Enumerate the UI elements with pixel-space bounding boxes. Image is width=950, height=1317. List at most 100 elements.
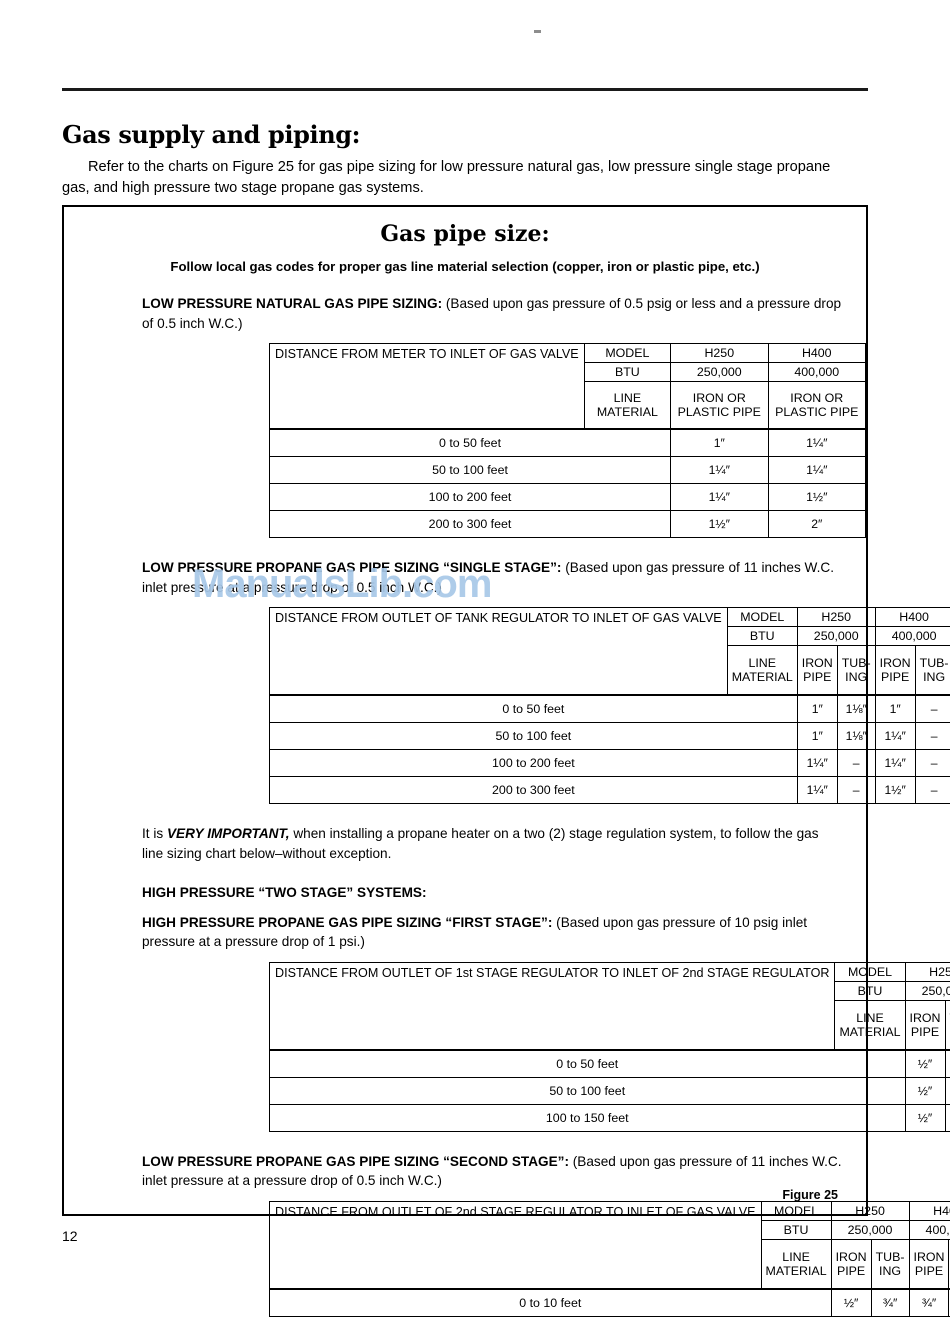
table-row: 0 to 50 feet ½″ ½″ ½″ ½″	[270, 1050, 950, 1078]
value-cell: ½″	[831, 1289, 871, 1317]
btu-h250: 250,000	[671, 363, 768, 382]
model-h250: H250	[831, 1201, 909, 1220]
value-cell: –	[915, 723, 950, 750]
table-row: 0 to 50 feet 1″ 1⅛″ 1″ –	[270, 695, 950, 723]
table-second-stage: DISTANCE FROM OUTLET OF 2nd STAGE REGULA…	[269, 1201, 950, 1317]
value-cell: –	[915, 777, 950, 804]
table-wrap-2: DISTANCE FROM OUTLET OF TANK REGULATOR T…	[64, 607, 866, 804]
model-h400: H400	[768, 344, 865, 363]
model-h250: H250	[671, 344, 768, 363]
value-cell: 1¼″	[671, 457, 768, 484]
label-btu: BTU	[584, 363, 670, 382]
model-h250: H250	[797, 608, 875, 627]
value-cell: 1¼″	[671, 484, 768, 511]
table-row: 200 to 300 feet 1¼″ – 1½″ –	[270, 777, 950, 804]
figure-subtitle: Follow local gas codes for proper gas li…	[64, 259, 866, 274]
material-tubing-h250: TUB-ING	[871, 1239, 909, 1289]
material-tubing-h250: TUB-ING	[945, 1000, 950, 1050]
label-btu: BTU	[727, 627, 797, 646]
model-h400: H400	[909, 1201, 950, 1220]
table-row: 0 to 10 feet ½″ ¾″ ¾″ ⅝″	[270, 1289, 950, 1317]
distance-header-cell: DISTANCE FROM OUTLET OF 1st STAGE REGULA…	[270, 962, 835, 1050]
value-cell: ½″	[905, 1104, 945, 1131]
value-cell: 1¼″	[875, 750, 915, 777]
section-4-heading: HIGH PRESSURE PROPANE GAS PIPE SIZING “F…	[142, 915, 552, 930]
value-cell: 1½″	[768, 484, 865, 511]
value-cell: –	[837, 750, 875, 777]
distance-0-50: 0 to 50 feet	[270, 429, 671, 457]
distance-header-cell: DISTANCE FROM OUTLET OF TANK REGULATOR T…	[270, 608, 728, 696]
stray-scan-mark	[534, 30, 541, 33]
value-cell: 1¼″	[797, 750, 837, 777]
table-wrap-3: DISTANCE FROM OUTLET OF 1st STAGE REGULA…	[64, 962, 866, 1132]
material-tubing-h250: TUB-ING	[837, 646, 875, 696]
table-row: 200 to 300 feet 1½″ 2″	[270, 511, 866, 538]
value-cell: 1¼″	[768, 429, 865, 457]
distance-0-50: 0 to 50 feet	[270, 695, 798, 723]
label-model: MODEL	[761, 1201, 831, 1220]
distance-header-cell: DISTANCE FROM OUTLET OF 2nd STAGE REGULA…	[270, 1201, 762, 1289]
section-heading-second-stage: LOW PRESSURE PROPANE GAS PIPE SIZING “SE…	[142, 1152, 842, 1191]
table-wrap-1: DISTANCE FROM METER TO INLET OF GAS VALV…	[64, 343, 866, 538]
important-lead: It is	[142, 826, 167, 841]
section-heading-natural-gas: LOW PRESSURE NATURAL GAS PIPE SIZING: (B…	[142, 294, 842, 333]
label-model: MODEL	[727, 608, 797, 627]
value-cell: 1½″	[875, 777, 915, 804]
value-cell: 1⅛″	[837, 723, 875, 750]
table-first-stage: DISTANCE FROM OUTLET OF 1st STAGE REGULA…	[269, 962, 950, 1132]
value-cell: 1¼″	[768, 457, 865, 484]
btu-h250: 250,000	[905, 981, 950, 1000]
distance-0-10: 0 to 10 feet	[270, 1289, 832, 1317]
section-2-heading: LOW PRESSURE PROPANE GAS PIPE SIZING “SI…	[142, 560, 561, 575]
section-1-heading: LOW PRESSURE NATURAL GAS PIPE SIZING:	[142, 296, 442, 311]
section-5-heading: LOW PRESSURE PROPANE GAS PIPE SIZING “SE…	[142, 1154, 569, 1169]
table-row: DISTANCE FROM OUTLET OF TANK REGULATOR T…	[270, 608, 950, 627]
value-cell: –	[915, 750, 950, 777]
table-propane-single-stage: DISTANCE FROM OUTLET OF TANK REGULATOR T…	[269, 607, 950, 804]
value-cell: –	[915, 695, 950, 723]
material-tubing-h400: TUB-ING	[915, 646, 950, 696]
value-cell: 1″	[797, 723, 837, 750]
distance-200-300: 200 to 300 feet	[270, 777, 798, 804]
table-wrap-4: DISTANCE FROM OUTLET OF 2nd STAGE REGULA…	[64, 1201, 866, 1317]
section-3-heading: HIGH PRESSURE “TWO STAGE” SYSTEMS:	[142, 885, 427, 900]
value-cell: 1″	[797, 695, 837, 723]
distance-100-200: 100 to 200 feet	[270, 750, 798, 777]
value-cell: –	[837, 777, 875, 804]
distance-50-100: 50 to 100 feet	[270, 457, 671, 484]
value-cell: ½″	[945, 1104, 950, 1131]
value-cell: 1½″	[671, 511, 768, 538]
table-row: 100 to 150 feet ½″ ½″ ½″ ⅝″	[270, 1104, 950, 1131]
table-row: 50 to 100 feet ½″ ½″ ½″ ⅝″	[270, 1077, 950, 1104]
section-heading-two-stage: HIGH PRESSURE “TWO STAGE” SYSTEMS:	[142, 883, 842, 903]
distance-header-cell: DISTANCE FROM METER TO INLET OF GAS VALV…	[270, 344, 585, 430]
table-row: DISTANCE FROM OUTLET OF 2nd STAGE REGULA…	[270, 1201, 950, 1220]
label-model: MODEL	[584, 344, 670, 363]
table-row: 0 to 50 feet 1″ 1¼″	[270, 429, 866, 457]
page-title: Gas supply and piping:	[62, 120, 360, 149]
value-cell: 1¼″	[797, 777, 837, 804]
value-cell: 1″	[671, 429, 768, 457]
table-low-pressure-natural-gas: DISTANCE FROM METER TO INLET OF GAS VALV…	[269, 343, 866, 538]
page-number: 12	[62, 1228, 78, 1244]
value-cell: 1¼″	[875, 723, 915, 750]
value-cell: ½″	[945, 1077, 950, 1104]
table-row: DISTANCE FROM OUTLET OF 1st STAGE REGULA…	[270, 962, 950, 981]
value-cell: ¾″	[871, 1289, 909, 1317]
value-cell: 1⅛″	[837, 695, 875, 723]
table-row: DISTANCE FROM METER TO INLET OF GAS VALV…	[270, 344, 866, 363]
figure-box: Gas pipe size: Follow local gas codes fo…	[62, 205, 868, 1216]
section-heading-propane-single: LOW PRESSURE PROPANE GAS PIPE SIZING “SI…	[142, 558, 842, 597]
important-paragraph: It is VERY IMPORTANT, when installing a …	[142, 824, 842, 863]
section-heading-first-stage: HIGH PRESSURE PROPANE GAS PIPE SIZING “F…	[142, 913, 842, 952]
